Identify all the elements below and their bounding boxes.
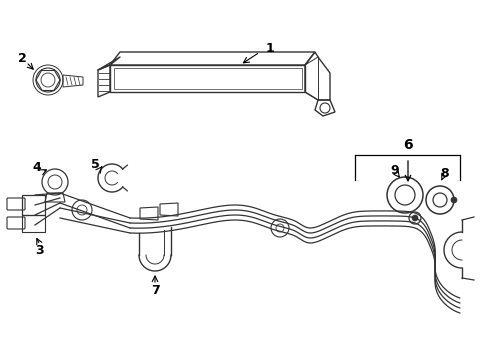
Text: 5: 5 xyxy=(90,158,99,171)
Text: 8: 8 xyxy=(440,166,448,180)
Text: 3: 3 xyxy=(36,243,44,256)
Text: 9: 9 xyxy=(390,163,399,176)
Text: 1: 1 xyxy=(265,41,274,54)
Text: 4: 4 xyxy=(33,161,41,174)
Circle shape xyxy=(450,197,456,203)
Text: 2: 2 xyxy=(18,51,26,64)
Text: 6: 6 xyxy=(403,138,412,152)
Circle shape xyxy=(411,215,417,221)
Text: 7: 7 xyxy=(150,284,159,297)
